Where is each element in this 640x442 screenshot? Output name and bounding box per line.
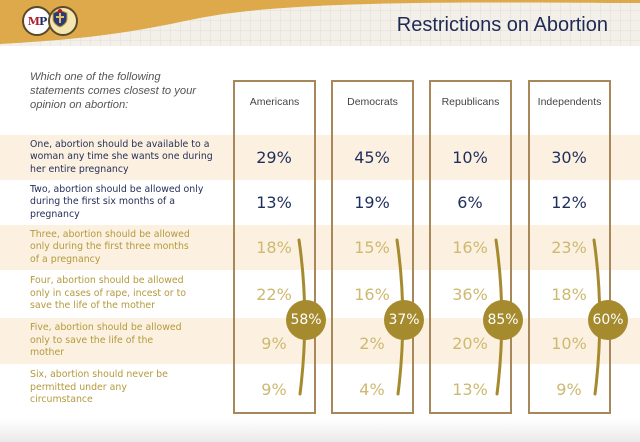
cell-americans-row1: 29%	[256, 148, 292, 167]
column-frame-independents	[528, 80, 611, 414]
column-header-democrats: Democrats	[347, 96, 398, 108]
cell-americans-row6: 9%	[261, 380, 287, 399]
cell-democrats-row5: 2%	[359, 334, 385, 353]
column-frame-americans	[233, 80, 316, 414]
cell-democrats-row3: 15%	[354, 238, 390, 257]
total-badge-democrats: 37%	[384, 300, 424, 340]
logo-letter-p: P	[38, 14, 47, 28]
question-prompt: Which one of the following statements co…	[30, 71, 197, 111]
footer-shade	[0, 418, 640, 442]
header-wave	[0, 0, 640, 44]
row-label-1: One, abortion should be available to a w…	[30, 138, 213, 175]
cell-americans-row3: 18%	[256, 238, 292, 257]
cell-republicans-row2: 6%	[457, 193, 483, 212]
column-frame-republicans	[429, 80, 512, 414]
total-badge-republicans: 85%	[483, 300, 523, 340]
column-header-republicans: Republicans	[441, 96, 500, 108]
total-badge-independents: 60%	[588, 300, 628, 340]
cell-republicans-row5: 20%	[452, 334, 488, 353]
cell-republicans-row3: 16%	[452, 238, 488, 257]
cell-independents-row6: 9%	[556, 380, 582, 399]
page-title: Restrictions on Abortion	[396, 14, 608, 36]
row-label-5: Five, abortion should be allowed only to…	[30, 322, 182, 359]
cell-americans-row5: 9%	[261, 334, 287, 353]
cell-democrats-row1: 45%	[354, 148, 390, 167]
cell-republicans-row6: 13%	[452, 380, 488, 399]
row-label-3: Three, abortion should be allowed only d…	[30, 228, 190, 265]
cell-americans-row4: 22%	[256, 285, 292, 304]
cell-republicans-row4: 36%	[452, 285, 488, 304]
column-header-independents: Independents	[537, 96, 602, 108]
column-header-americans: Americans	[249, 96, 300, 108]
row-label-6: Six, abortion should never be permitted …	[30, 369, 168, 406]
cell-republicans-row1: 10%	[452, 148, 488, 167]
cell-americans-row2: 13%	[256, 193, 292, 212]
knights-emblem-icon	[48, 6, 78, 36]
cell-independents-row1: 30%	[551, 148, 587, 167]
row-band-1	[0, 135, 640, 180]
cell-independents-row3: 23%	[551, 238, 587, 257]
row-label-4: Four, abortion should be allowed only in…	[30, 275, 187, 312]
cell-independents-row2: 12%	[551, 193, 587, 212]
cell-independents-row4: 18%	[551, 285, 587, 304]
cell-independents-row5: 10%	[551, 334, 587, 353]
logo-letter-m: M	[27, 14, 40, 28]
cell-democrats-row6: 4%	[359, 380, 385, 399]
column-frame-democrats	[331, 80, 414, 414]
row-band-3	[0, 225, 640, 270]
row-label-2: Two, abortion should be allowed only dur…	[30, 183, 204, 220]
cell-democrats-row2: 19%	[354, 193, 390, 212]
cell-democrats-row4: 16%	[354, 285, 390, 304]
total-badge-americans: 58%	[286, 300, 326, 340]
